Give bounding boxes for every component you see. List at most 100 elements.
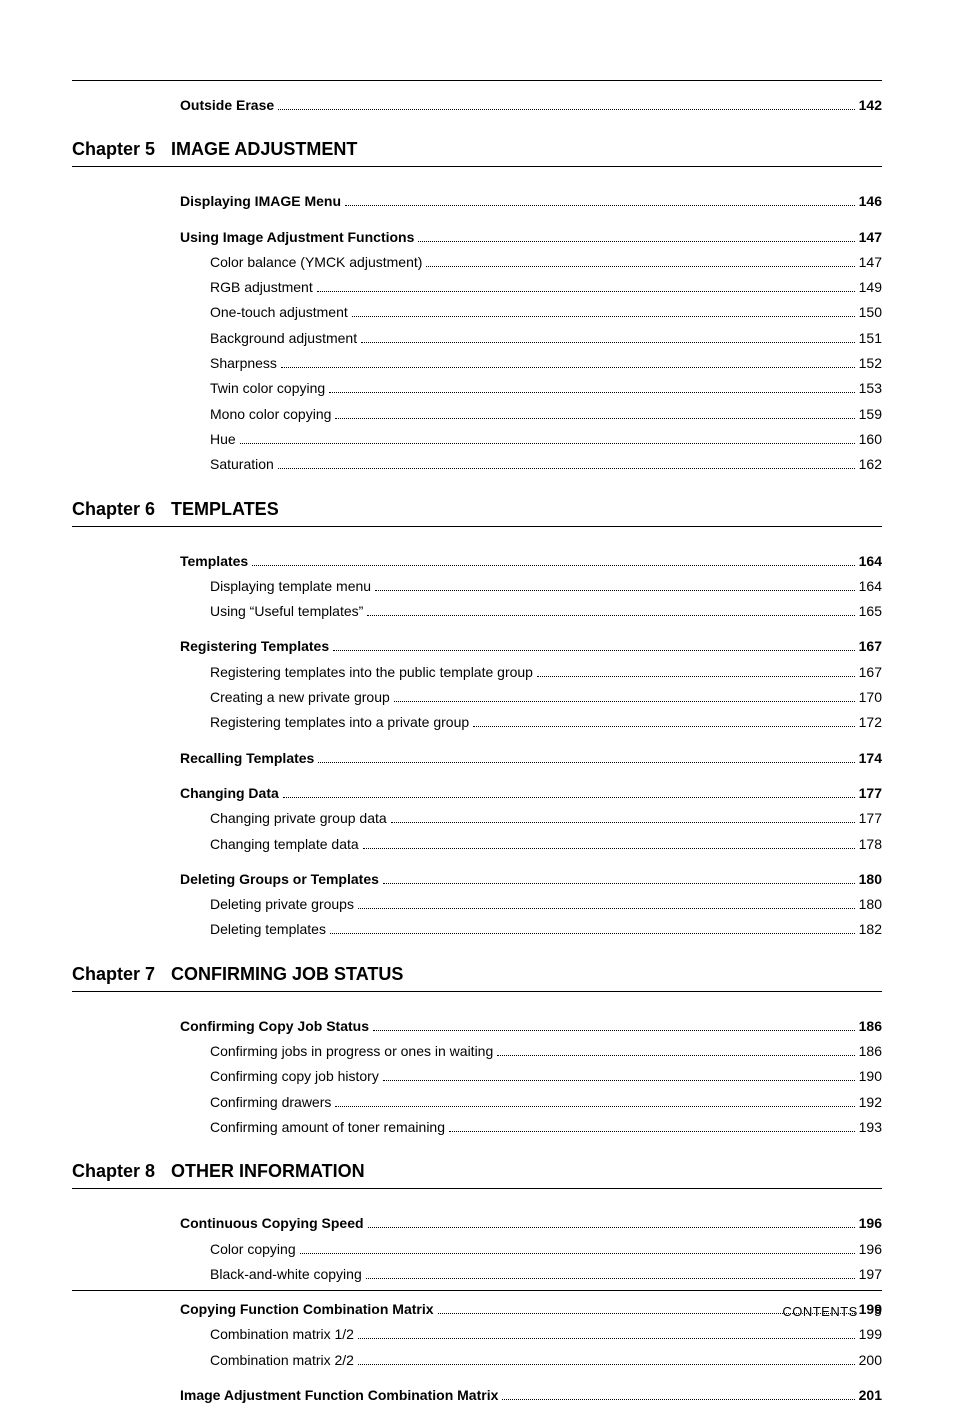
toc-entry[interactable]: Displaying template menu 164 [210,576,882,596]
toc-entry[interactable]: Combination matrix 1/2 199 [210,1324,882,1344]
toc-entry-page: 147 [859,227,882,247]
toc-entry-page: 193 [859,1117,882,1137]
toc-entry[interactable]: Saturation 162 [210,454,882,474]
toc-entry[interactable]: Confirming drawers 192 [210,1092,882,1112]
toc-entry[interactable]: Twin color copying 153 [210,378,882,398]
toc-entry-page: 182 [859,919,882,939]
toc-entry[interactable]: Deleting Groups or Templates 180 [180,869,882,889]
toc-entry-text: Displaying IMAGE Menu [180,191,341,211]
toc-entry[interactable]: Confirming Copy Job Status 186 [180,1016,882,1036]
toc-entry-text: Confirming jobs in progress or ones in w… [210,1041,493,1061]
toc-leader-dots [367,615,854,616]
toc-entry[interactable]: Changing private group data 177 [210,808,882,828]
toc-entry[interactable]: One-touch adjustment 150 [210,302,882,322]
toc-leader-dots [329,392,854,393]
toc-entry-page: 201 [859,1385,882,1405]
toc-entry[interactable]: Changing template data 178 [210,834,882,854]
toc-entry[interactable]: Black-and-white copying 197 [210,1264,882,1284]
toc-entry-text: Registering Templates [180,636,329,656]
toc-entry-text: Sharpness [210,353,277,373]
toc-entry[interactable]: Deleting templates 182 [210,919,882,939]
toc-leader-dots [394,701,855,702]
toc-entry-page: 146 [859,191,882,211]
toc-entry[interactable]: Sharpness 152 [210,353,882,373]
toc-leader-dots [383,1080,855,1081]
toc-entry[interactable]: Mono color copying 159 [210,404,882,424]
toc-entry[interactable]: Templates 164 [180,551,882,571]
toc-leader-dots [366,1278,855,1279]
toc-leader-dots [497,1055,854,1056]
toc-entry[interactable]: Confirming copy job history 190 [210,1066,882,1086]
toc-entry-page: 151 [859,328,882,348]
toc-entry[interactable]: Color copying 196 [210,1239,882,1259]
toc-entry[interactable]: Using “Useful templates” 165 [210,601,882,621]
toc-entry-page: 153 [859,378,882,398]
toc-entry[interactable]: Image Adjustment Function Combination Ma… [180,1385,882,1405]
toc-entry[interactable]: Color balance (YMCK adjustment) 147 [210,252,882,272]
toc-entry[interactable]: Confirming jobs in progress or ones in w… [210,1041,882,1061]
toc-entry-page: 167 [859,662,882,682]
chapter-title: CONFIRMING JOB STATUS [171,964,403,985]
toc-entry-page: 192 [859,1092,882,1112]
toc-entry-text: Copying Function Combination Matrix [180,1299,434,1319]
toc-leader-dots [361,342,855,343]
chapter-title: IMAGE ADJUSTMENT [171,139,357,160]
toc-leader-dots [335,1106,854,1107]
page-footer: CONTENTS 5 [782,1304,882,1319]
toc-entry[interactable]: Registering Templates 167 [180,636,882,656]
toc-entry[interactable]: Creating a new private group 170 [210,687,882,707]
toc-entry-page: 197 [859,1264,882,1284]
toc-entry[interactable]: Displaying IMAGE Menu 146 [180,191,882,211]
chapter-label: Chapter 8 [72,1161,155,1182]
toc-entry[interactable]: Using Image Adjustment Functions 147 [180,227,882,247]
toc-entry[interactable]: Confirming amount of toner remaining 193 [210,1117,882,1137]
toc-entry-text: Deleting templates [210,919,326,939]
toc-entry-text: Outside Erase [180,95,274,115]
toc-leader-dots [358,1338,855,1339]
chapter-label: Chapter 6 [72,499,155,520]
chapter-title: OTHER INFORMATION [171,1161,365,1182]
toc-entry[interactable]: Outside Erase 142 [180,95,882,115]
toc-entry[interactable]: Registering templates into a private gro… [210,712,882,732]
toc-leader-dots [330,933,855,934]
chapter-title: TEMPLATES [171,499,279,520]
toc-entry-page: 147 [859,252,882,272]
toc-entry-page: 178 [859,834,882,854]
toc-entry-text: Confirming Copy Job Status [180,1016,369,1036]
toc-entry[interactable]: Deleting private groups 180 [210,894,882,914]
toc-entry-text: Background adjustment [210,328,357,348]
toc-leader-dots [252,565,854,566]
toc-leader-dots [537,676,855,677]
toc-leader-dots [335,418,854,419]
toc-entry-page: 159 [859,404,882,424]
toc-entry-text: Color balance (YMCK adjustment) [210,252,422,272]
toc-leader-dots [449,1131,855,1132]
toc-leader-dots [278,468,855,469]
toc-entry[interactable]: RGB adjustment 149 [210,277,882,297]
toc-entry[interactable]: Changing Data 177 [180,783,882,803]
toc-leader-dots [278,109,854,110]
toc-leader-dots [373,1030,855,1031]
toc-entry[interactable]: Continuous Copying Speed 196 [180,1213,882,1233]
toc-entry-page: 186 [859,1016,882,1036]
toc-entry[interactable]: Combination matrix 2/2 200 [210,1350,882,1370]
toc-entry[interactable]: Recalling Templates 174 [180,748,882,768]
toc-leader-dots [352,316,855,317]
toc-entry-page: 190 [859,1066,882,1086]
toc-entry-page: 162 [859,454,882,474]
toc-entry-text: Using “Useful templates” [210,601,363,621]
toc-entry[interactable]: Copying Function Combination Matrix 199 [180,1299,882,1319]
toc-entry-page: 160 [859,429,882,449]
toc-entry-text: Hue [210,429,236,449]
toc-entry-text: Continuous Copying Speed [180,1213,364,1233]
toc-entry[interactable]: Background adjustment 151 [210,328,882,348]
toc-entry-page: 167 [859,636,882,656]
chapter-label: Chapter 5 [72,139,155,160]
toc-entry-text: Confirming amount of toner remaining [210,1117,445,1137]
chapter-heading: Chapter 8 OTHER INFORMATION [72,1161,882,1189]
toc-entry-page: 200 [859,1350,882,1370]
toc-entry[interactable]: Hue 160 [210,429,882,449]
toc-entry-text: Using Image Adjustment Functions [180,227,414,247]
toc-leader-dots [383,883,855,884]
toc-entry[interactable]: Registering templates into the public te… [210,662,882,682]
